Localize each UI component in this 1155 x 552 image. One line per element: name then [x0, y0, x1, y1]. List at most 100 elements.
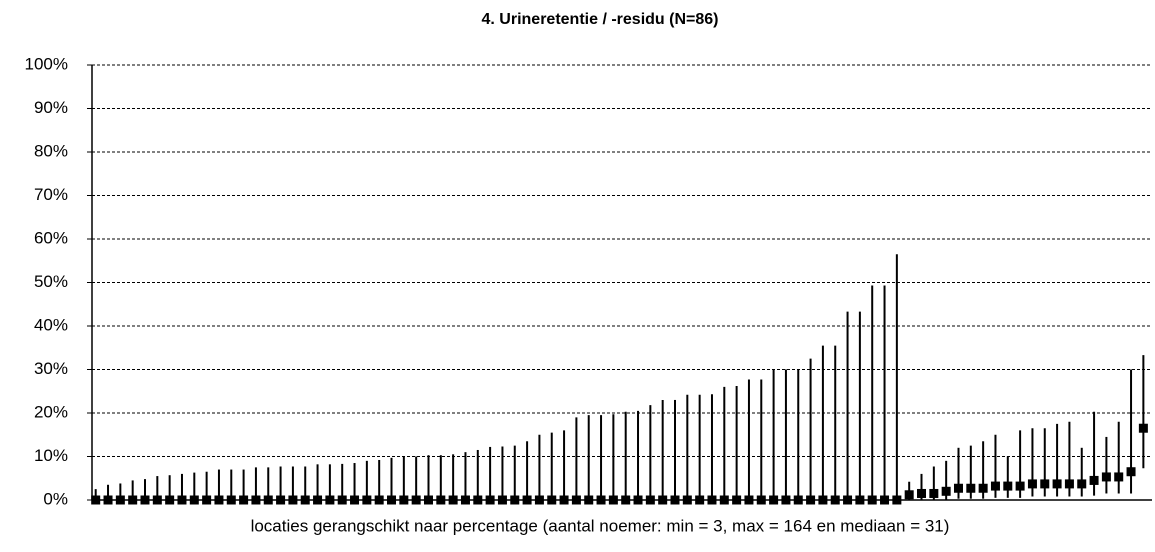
point	[1138, 423, 1148, 433]
point	[892, 495, 902, 505]
point	[1052, 479, 1062, 489]
point	[756, 495, 766, 505]
point	[929, 488, 939, 498]
point	[682, 495, 692, 505]
point	[473, 495, 483, 505]
point	[313, 495, 323, 505]
point	[1027, 479, 1037, 489]
point	[140, 495, 150, 505]
y-tick-label: 60%	[34, 228, 68, 247]
point	[485, 495, 495, 505]
point	[350, 495, 360, 505]
y-tick-label: 30%	[34, 359, 68, 378]
point	[226, 495, 236, 505]
point	[263, 495, 273, 505]
point	[1003, 481, 1013, 491]
y-tick-label: 20%	[34, 402, 68, 421]
point	[596, 495, 606, 505]
point	[165, 495, 175, 505]
point	[387, 495, 397, 505]
point	[399, 495, 409, 505]
point	[571, 495, 581, 505]
point	[1015, 481, 1025, 491]
point	[497, 495, 507, 505]
point	[128, 495, 138, 505]
point	[658, 495, 668, 505]
point	[917, 488, 927, 498]
y-tick-label: 90%	[34, 98, 68, 117]
y-tick-label: 70%	[34, 185, 68, 204]
point	[300, 495, 310, 505]
point	[202, 495, 212, 505]
point	[584, 495, 594, 505]
chart-title: 4. Urineretentie / -residu (N=86)	[482, 11, 719, 28]
point	[522, 495, 532, 505]
point	[362, 495, 372, 505]
point	[781, 495, 791, 505]
point	[91, 495, 101, 505]
point	[1077, 479, 1087, 489]
point	[239, 495, 249, 505]
point	[695, 495, 705, 505]
point	[793, 495, 803, 505]
point	[633, 495, 643, 505]
x-axis-label: locaties gerangschikt naar percentage (a…	[251, 516, 950, 535]
point	[325, 495, 335, 505]
point	[152, 495, 162, 505]
y-tick-label: 100%	[25, 54, 68, 73]
point	[436, 495, 446, 505]
point	[608, 495, 618, 505]
point	[732, 495, 742, 505]
point	[1126, 467, 1136, 477]
point	[251, 495, 261, 505]
point	[115, 495, 125, 505]
point	[510, 495, 520, 505]
point	[843, 495, 853, 505]
point	[941, 486, 951, 496]
point	[707, 495, 717, 505]
point	[1101, 472, 1111, 482]
point	[880, 495, 890, 505]
point	[806, 495, 816, 505]
point	[978, 483, 988, 493]
y-tick-label: 10%	[34, 446, 68, 465]
point	[103, 495, 113, 505]
point	[719, 495, 729, 505]
point	[177, 495, 187, 505]
point	[990, 481, 1000, 491]
point	[411, 495, 421, 505]
point	[448, 495, 458, 505]
y-tick-label: 40%	[34, 315, 68, 334]
point	[460, 495, 470, 505]
point	[276, 495, 286, 505]
y-tick-label: 0%	[43, 489, 68, 508]
point	[830, 495, 840, 505]
point	[966, 483, 976, 493]
point	[1114, 472, 1124, 482]
y-tick-label: 80%	[34, 141, 68, 160]
point	[559, 495, 569, 505]
point	[1064, 479, 1074, 489]
point	[534, 495, 544, 505]
point	[953, 483, 963, 493]
point	[288, 495, 298, 505]
point	[769, 495, 779, 505]
point	[670, 495, 680, 505]
point	[214, 495, 224, 505]
point	[621, 495, 631, 505]
point	[547, 495, 557, 505]
y-tick-label: 50%	[34, 272, 68, 291]
point	[1040, 479, 1050, 489]
point	[855, 495, 865, 505]
point	[904, 490, 914, 500]
point	[189, 495, 199, 505]
point	[1089, 475, 1099, 485]
point	[423, 495, 433, 505]
point	[645, 495, 655, 505]
point	[744, 495, 754, 505]
point	[818, 495, 828, 505]
point	[374, 495, 384, 505]
point	[337, 495, 347, 505]
